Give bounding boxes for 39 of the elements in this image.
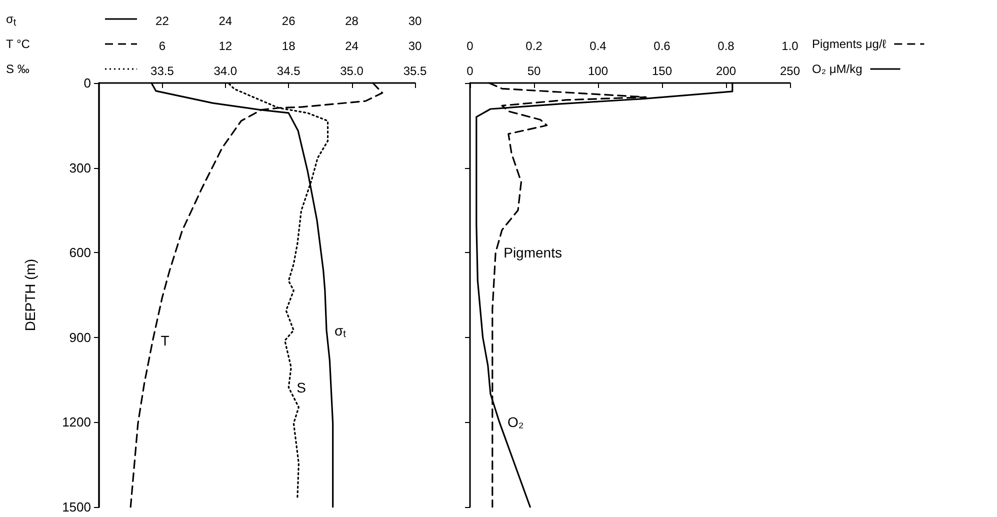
x2-axis-title: O₂ μM/kg — [812, 62, 862, 76]
y-axis-title: DEPTH (m) — [22, 258, 38, 332]
x-axis-title: Pigments μg/ℓ — [812, 37, 886, 51]
x2-tick-label: 150 — [652, 64, 672, 78]
x2-tick-label: 250 — [780, 64, 800, 78]
y-tick-label: 300 — [69, 160, 91, 176]
x2-tick-label: 200 — [716, 64, 736, 78]
x-tick-label: 33.5 — [150, 64, 174, 78]
x-tick-label: 0.4 — [590, 39, 607, 53]
x2-tick-label: 6 — [158, 39, 166, 53]
x2-tick-label: 18 — [282, 39, 296, 53]
x-tick-label: 0 — [466, 39, 474, 53]
series-label: S — [296, 379, 306, 396]
y-tick-label: 0 — [84, 76, 91, 90]
x2-axis-title: T °C — [6, 37, 30, 51]
x-axis-title: S ‰ — [6, 62, 30, 76]
x2-tick-label: 100 — [588, 64, 608, 78]
y-tick-label: 1500 — [62, 500, 91, 514]
series-label: Pigments — [504, 244, 562, 261]
series-label: T — [160, 332, 170, 349]
x-tick-label: 30 — [408, 14, 422, 28]
x-tick-label: 0.6 — [654, 39, 671, 53]
x-tick-label: 24 — [218, 14, 232, 28]
y-tick-label: 1200 — [62, 414, 91, 430]
x-tick-label: 34.0 — [214, 64, 238, 78]
x-tick-label: 26 — [282, 14, 296, 28]
x-tick-label: 34.5 — [276, 64, 301, 78]
x-tick-label: 35.0 — [340, 64, 364, 78]
x2-tick-label: 50 — [527, 64, 541, 78]
x-tick-label: 0.8 — [718, 39, 735, 53]
series-label: O₂ — [507, 414, 524, 430]
y-tick-label: 600 — [69, 245, 91, 260]
x-tick-label: 35.5 — [403, 64, 427, 78]
x-tick-label: 1.0 — [782, 39, 799, 53]
y-tick-label: 900 — [69, 330, 91, 345]
x-tick-label: 22 — [156, 14, 170, 28]
x2-tick-label: 12 — [218, 39, 232, 53]
x-tick-label: 0.2 — [526, 39, 543, 53]
x-tick-label: 28 — [345, 14, 359, 28]
